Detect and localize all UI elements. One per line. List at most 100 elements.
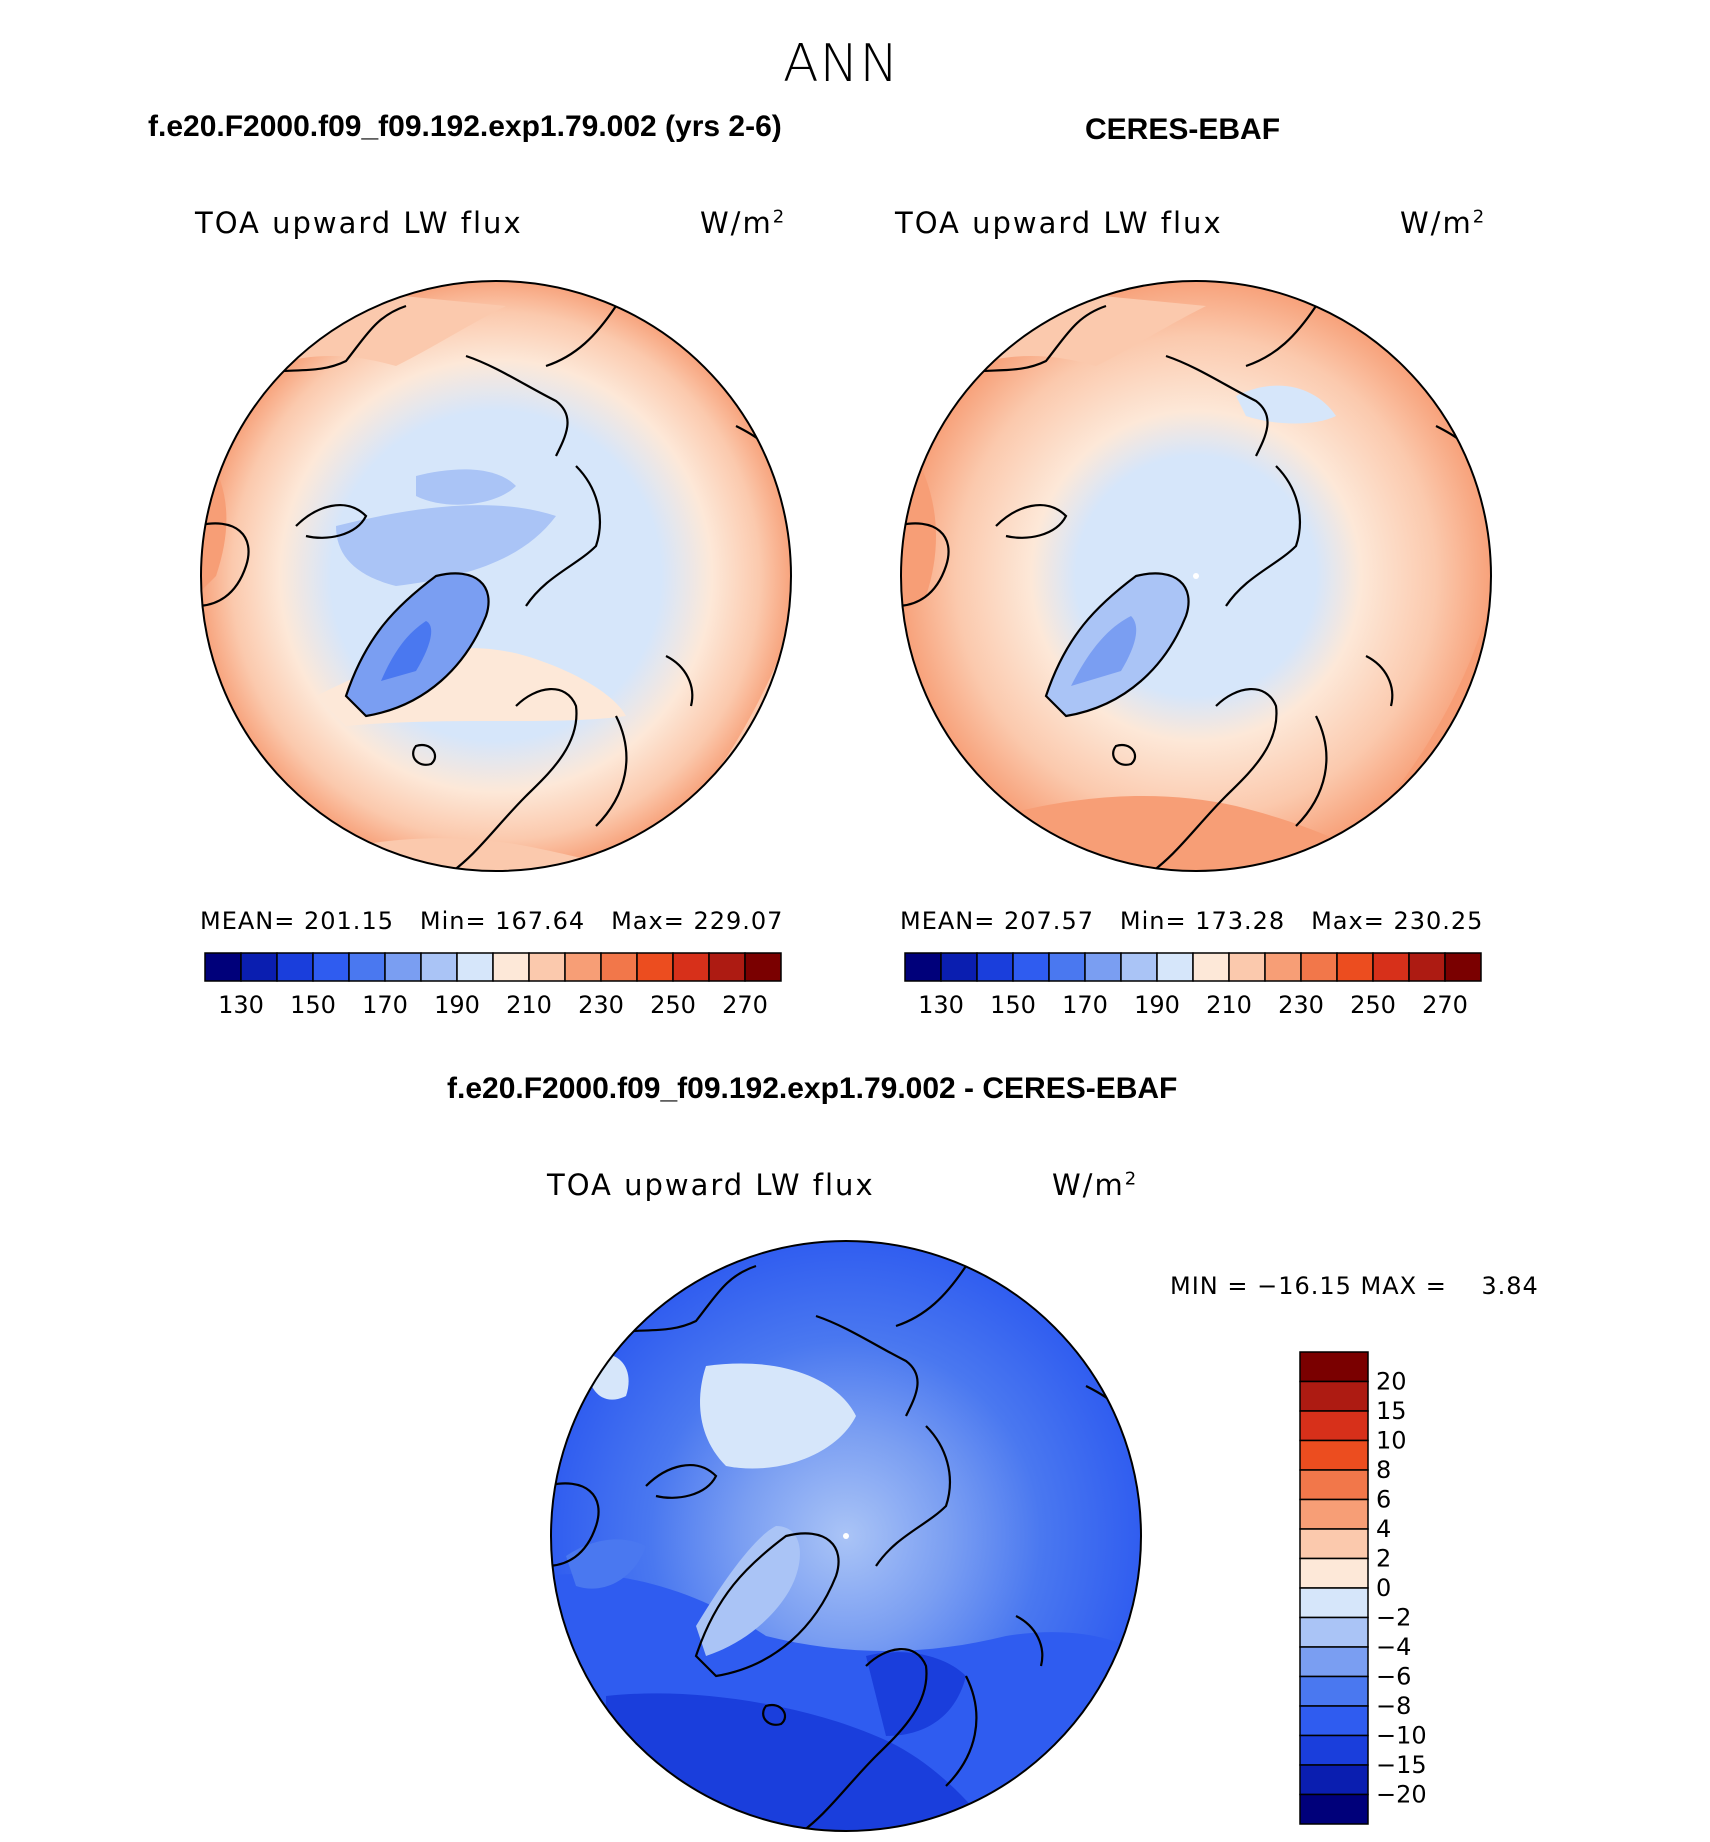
colorbar-tick-label: −10 bbox=[1376, 1722, 1427, 1750]
colorbar-box bbox=[976, 952, 1014, 982]
colorbar-box bbox=[240, 952, 278, 982]
test-polar-map bbox=[200, 280, 792, 872]
colorbar-tick-label: 130 bbox=[218, 991, 264, 1019]
colorbar-tick-label: 10 bbox=[1376, 1427, 1407, 1455]
max-label: Max= bbox=[1311, 907, 1385, 935]
units-text: W/m bbox=[1052, 1168, 1125, 1202]
colorbar-box bbox=[1408, 952, 1446, 982]
colorbar-tick-label: 190 bbox=[434, 991, 480, 1019]
mean-value: 207.57 bbox=[1004, 907, 1094, 935]
diff-map-greenland bbox=[696, 1526, 800, 1656]
test-map-region-cool bbox=[336, 505, 556, 586]
max-value: 230.25 bbox=[1393, 907, 1484, 935]
ctrl-map-greenland-core bbox=[1071, 616, 1137, 686]
colorbar-box bbox=[276, 952, 314, 982]
units-sup: 2 bbox=[772, 206, 787, 228]
colorbar-box bbox=[600, 952, 638, 982]
diff-units-label: W/m2 bbox=[1052, 1168, 1138, 1202]
colorbar-box bbox=[1299, 1734, 1369, 1766]
colorbar-tick-label: 0 bbox=[1376, 1574, 1391, 1602]
colorbar-box bbox=[1336, 952, 1374, 982]
colorbar-box bbox=[1299, 1616, 1369, 1648]
colorbar-box bbox=[1299, 1469, 1369, 1501]
mean-label: MEAN= bbox=[200, 907, 296, 935]
colorbar-box bbox=[204, 952, 242, 982]
colorbar-tick-label: 130 bbox=[918, 991, 964, 1019]
test-variable-label: TOA upward LW flux bbox=[195, 206, 523, 240]
colorbar-tick-label: 210 bbox=[506, 991, 552, 1019]
main-title: ANN bbox=[783, 34, 900, 94]
ctrl-colorbar: 130 150 170 190 210 230 250 270 bbox=[904, 952, 1482, 1019]
test-map-greenland-core bbox=[381, 621, 432, 681]
colorbar-tick-label: 190 bbox=[1134, 991, 1180, 1019]
colorbar-tick-label: 6 bbox=[1376, 1486, 1391, 1514]
colorbar-box bbox=[672, 952, 710, 982]
units-text: W/m bbox=[1400, 206, 1473, 240]
colorbar-tick-label: 170 bbox=[362, 991, 408, 1019]
max-value: 229.07 bbox=[693, 907, 784, 935]
diff-map-border bbox=[550, 1240, 1142, 1832]
colorbar-box bbox=[1048, 952, 1086, 982]
diff-minmax: MIN = −16.15 MAX = 3.84 bbox=[1170, 1272, 1539, 1300]
test-map-field bbox=[201, 281, 791, 871]
colorbar-box bbox=[1299, 1675, 1369, 1707]
colorbar-box bbox=[1299, 1351, 1369, 1383]
colorbar-tick-label: 2 bbox=[1376, 1545, 1391, 1573]
colorbar-box bbox=[1372, 952, 1410, 982]
colorbar-tick-label: −20 bbox=[1376, 1781, 1427, 1809]
colorbar-box bbox=[636, 952, 674, 982]
colorbar-box bbox=[1012, 952, 1050, 982]
colorbar-box bbox=[1299, 1646, 1369, 1678]
colorbar-box bbox=[1300, 952, 1338, 982]
colorbar-box bbox=[1299, 1498, 1369, 1530]
units-sup: 2 bbox=[1472, 206, 1487, 228]
test-panel-title: f.e20.F2000.f09_f09.192.exp1.79.002 (yrs… bbox=[148, 110, 782, 143]
colorbar-box bbox=[904, 952, 942, 982]
colorbar-tick-label: 230 bbox=[1278, 991, 1324, 1019]
colorbar-box bbox=[940, 952, 978, 982]
colorbar-tick-label: −15 bbox=[1376, 1751, 1427, 1779]
min-label: Min= bbox=[419, 907, 487, 935]
colorbar-box bbox=[1192, 952, 1230, 982]
colorbar-box bbox=[348, 952, 386, 982]
colorbar-box bbox=[312, 952, 350, 982]
ctrl-map-region-cool bbox=[1236, 385, 1336, 424]
colorbar-box bbox=[1299, 1793, 1369, 1825]
colorbar-tick-label: −6 bbox=[1376, 1663, 1411, 1691]
colorbar-box bbox=[1299, 1705, 1369, 1737]
ctrl-pole-marker bbox=[1193, 573, 1199, 579]
colorbar-box bbox=[1299, 1587, 1369, 1619]
test-stats: MEAN= 201.15 Min= 167.64 Max= 229.07 bbox=[200, 907, 783, 935]
colorbar-box bbox=[1084, 952, 1122, 982]
ctrl-panel-title: CERES-EBAF bbox=[1085, 113, 1281, 146]
colorbar-box bbox=[1299, 1557, 1369, 1589]
colorbar-box bbox=[744, 952, 782, 982]
colorbar-box bbox=[492, 952, 530, 982]
colorbar-tick-label: 250 bbox=[650, 991, 696, 1019]
colorbar-tick-label: 270 bbox=[722, 991, 768, 1019]
min-value: 173.28 bbox=[1195, 907, 1286, 935]
ctrl-map-border bbox=[900, 280, 1492, 872]
colorbar-box bbox=[1299, 1528, 1369, 1560]
test-colorbar: 130 150 170 190 210 230 250 270 bbox=[204, 952, 782, 1019]
test-map-region-cool bbox=[416, 469, 516, 505]
diff-map-region-near-zero bbox=[700, 1363, 856, 1469]
colorbar-tick-label: 170 bbox=[1062, 991, 1108, 1019]
colorbar-box bbox=[564, 952, 602, 982]
colorbar-tick-label: 15 bbox=[1376, 1397, 1407, 1425]
diff-panel-title: f.e20.F2000.f09_f09.192.exp1.79.002 - CE… bbox=[447, 1072, 1178, 1105]
colorbar-box bbox=[1444, 952, 1482, 982]
diff-polar-map bbox=[550, 1240, 1142, 1832]
ctrl-polar-map bbox=[900, 280, 1492, 872]
colorbar-box bbox=[1299, 1764, 1369, 1796]
test-map-border bbox=[200, 280, 792, 872]
colorbar-box bbox=[1264, 952, 1302, 982]
colorbar-tick-label: −8 bbox=[1376, 1692, 1411, 1720]
test-units-label: W/m2 bbox=[700, 206, 786, 240]
colorbar-tick-label: −2 bbox=[1376, 1604, 1411, 1632]
colorbar-tick-label: 4 bbox=[1376, 1515, 1391, 1543]
colorbar-tick-label: 150 bbox=[990, 991, 1036, 1019]
ctrl-units-label: W/m2 bbox=[1400, 206, 1486, 240]
ctrl-variable-label: TOA upward LW flux bbox=[895, 206, 1223, 240]
